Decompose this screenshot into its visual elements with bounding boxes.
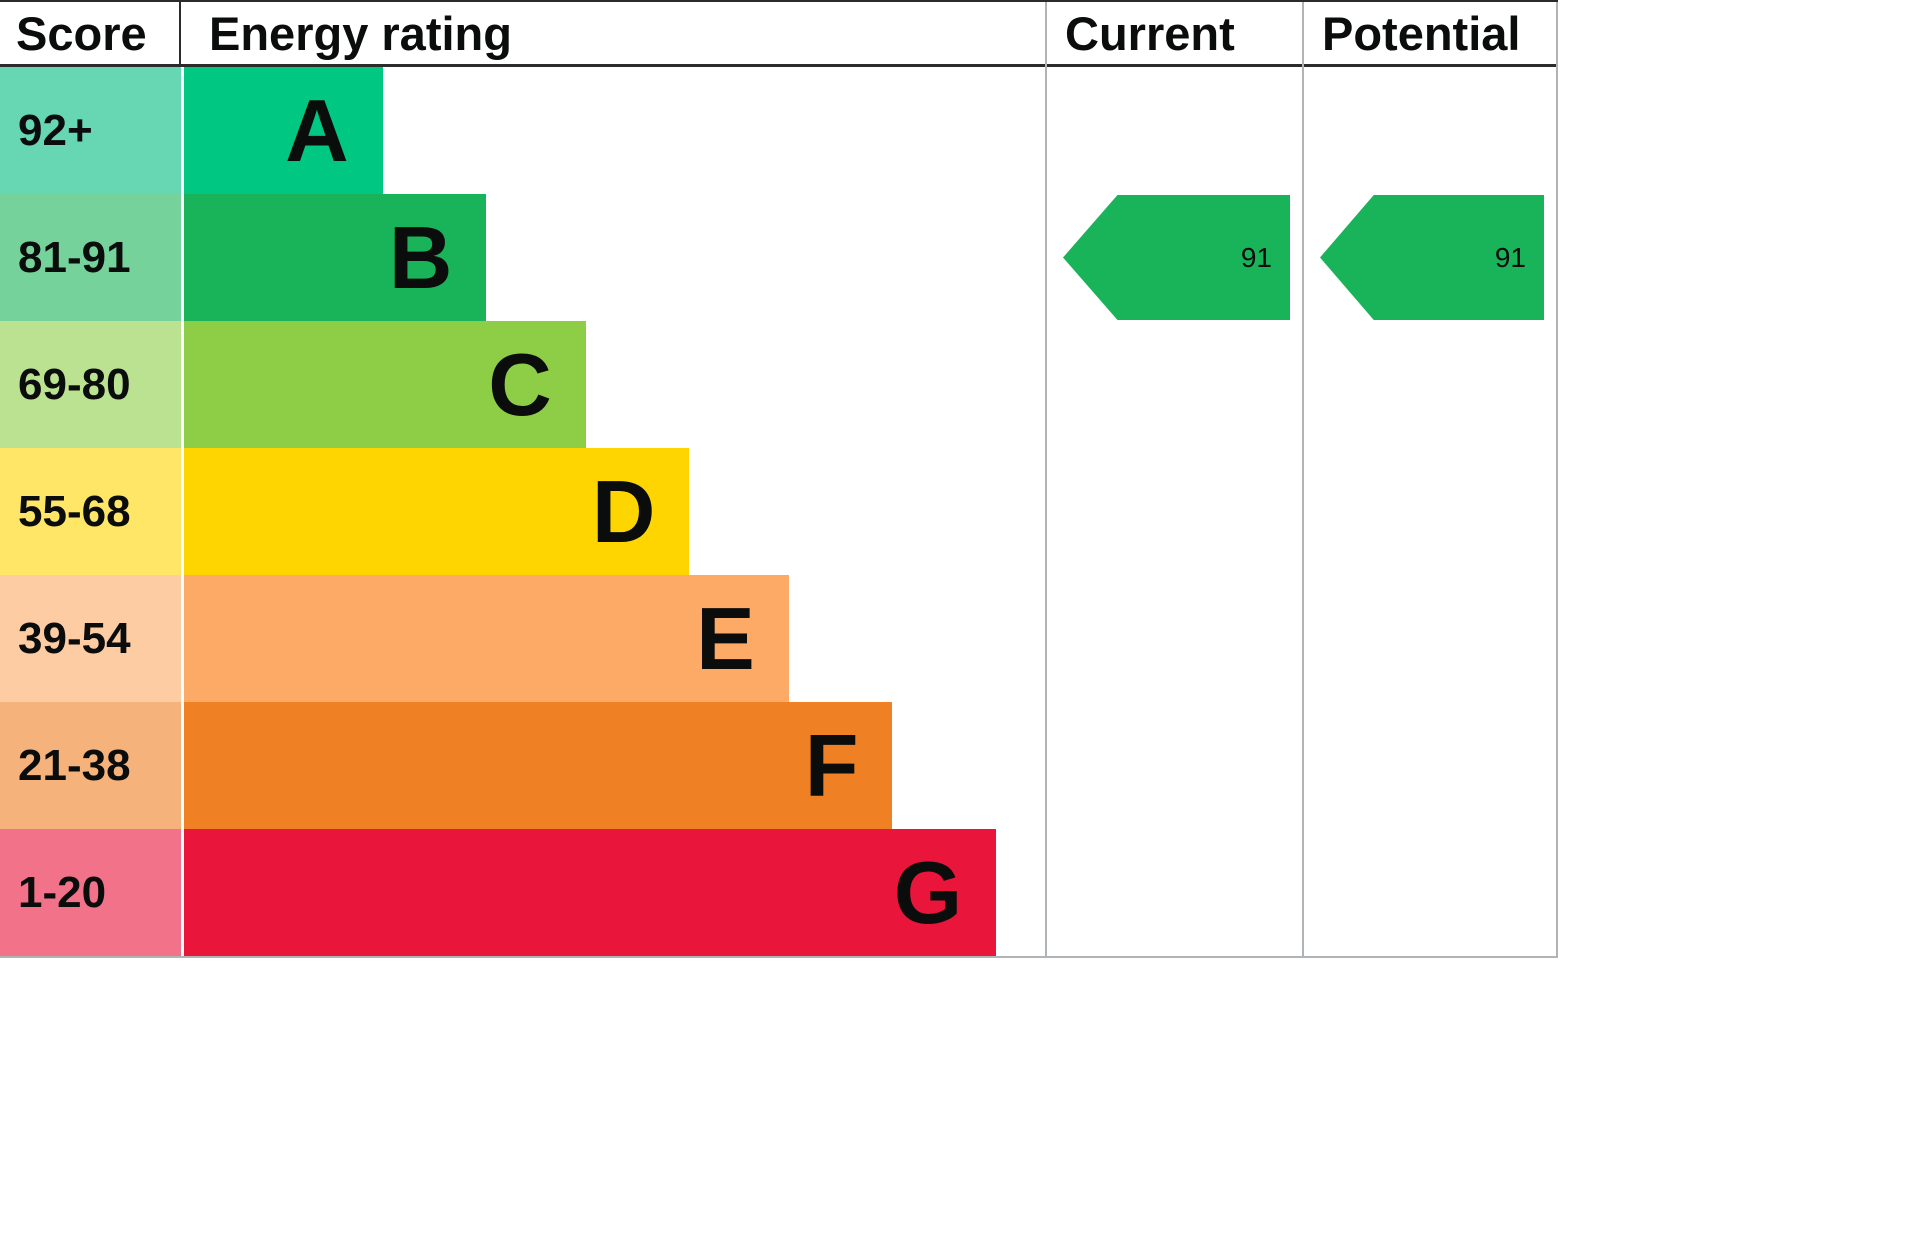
rating-bar-c: C (184, 321, 586, 448)
rating-cell: G (181, 829, 1045, 956)
rating-bar-a: A (184, 67, 383, 194)
rating-bar-e: E (184, 575, 789, 702)
band-letter: E (696, 588, 755, 688)
potential-rating-value: 91 (1494, 241, 1526, 273)
band-letter: A (285, 80, 349, 180)
current-rating-arrow: 91 (1063, 195, 1290, 320)
rating-bar-f: F (184, 702, 893, 829)
score-cell: 1-20 (0, 829, 181, 956)
current-rating-value: 91 (1240, 241, 1272, 273)
rating-bar-b: B (184, 194, 487, 321)
rating-cell: A (181, 67, 1045, 194)
energy-rating-header: Energy rating (181, 2, 1045, 67)
current-header: Current (1047, 2, 1302, 67)
score-cell: 81-91 (0, 194, 181, 321)
current-column: Current 91 (1045, 2, 1302, 956)
epc-energy-rating-chart: Score Energy rating 92+ A 81-91 B 69-80 … (0, 0, 1558, 958)
score-cell: 39-54 (0, 575, 181, 702)
score-cell: 55-68 (0, 448, 181, 575)
band-letter: B (388, 207, 453, 307)
rating-cell: D (181, 448, 1045, 575)
score-cell: 69-80 (0, 321, 181, 448)
rating-cell: B (181, 194, 1045, 321)
rating-bar-g: G (184, 829, 997, 956)
band-letter: G (893, 842, 963, 942)
score-cell: 21-38 (0, 702, 181, 829)
rating-cell: E (181, 575, 1045, 702)
band-letter: C (488, 334, 552, 434)
rating-bar-d: D (184, 448, 690, 575)
rating-table: Score Energy rating 92+ A 81-91 B 69-80 … (0, 2, 1045, 956)
score-cell: 92+ (0, 67, 181, 194)
band-letter: F (804, 715, 859, 815)
potential-column: Potential 91 (1302, 2, 1558, 956)
rating-cell: F (181, 702, 1045, 829)
potential-header: Potential (1304, 2, 1556, 67)
potential-rating-arrow: 91 (1320, 195, 1544, 320)
band-letter: D (591, 461, 656, 561)
score-header: Score (0, 2, 181, 67)
rating-cell: C (181, 321, 1045, 448)
